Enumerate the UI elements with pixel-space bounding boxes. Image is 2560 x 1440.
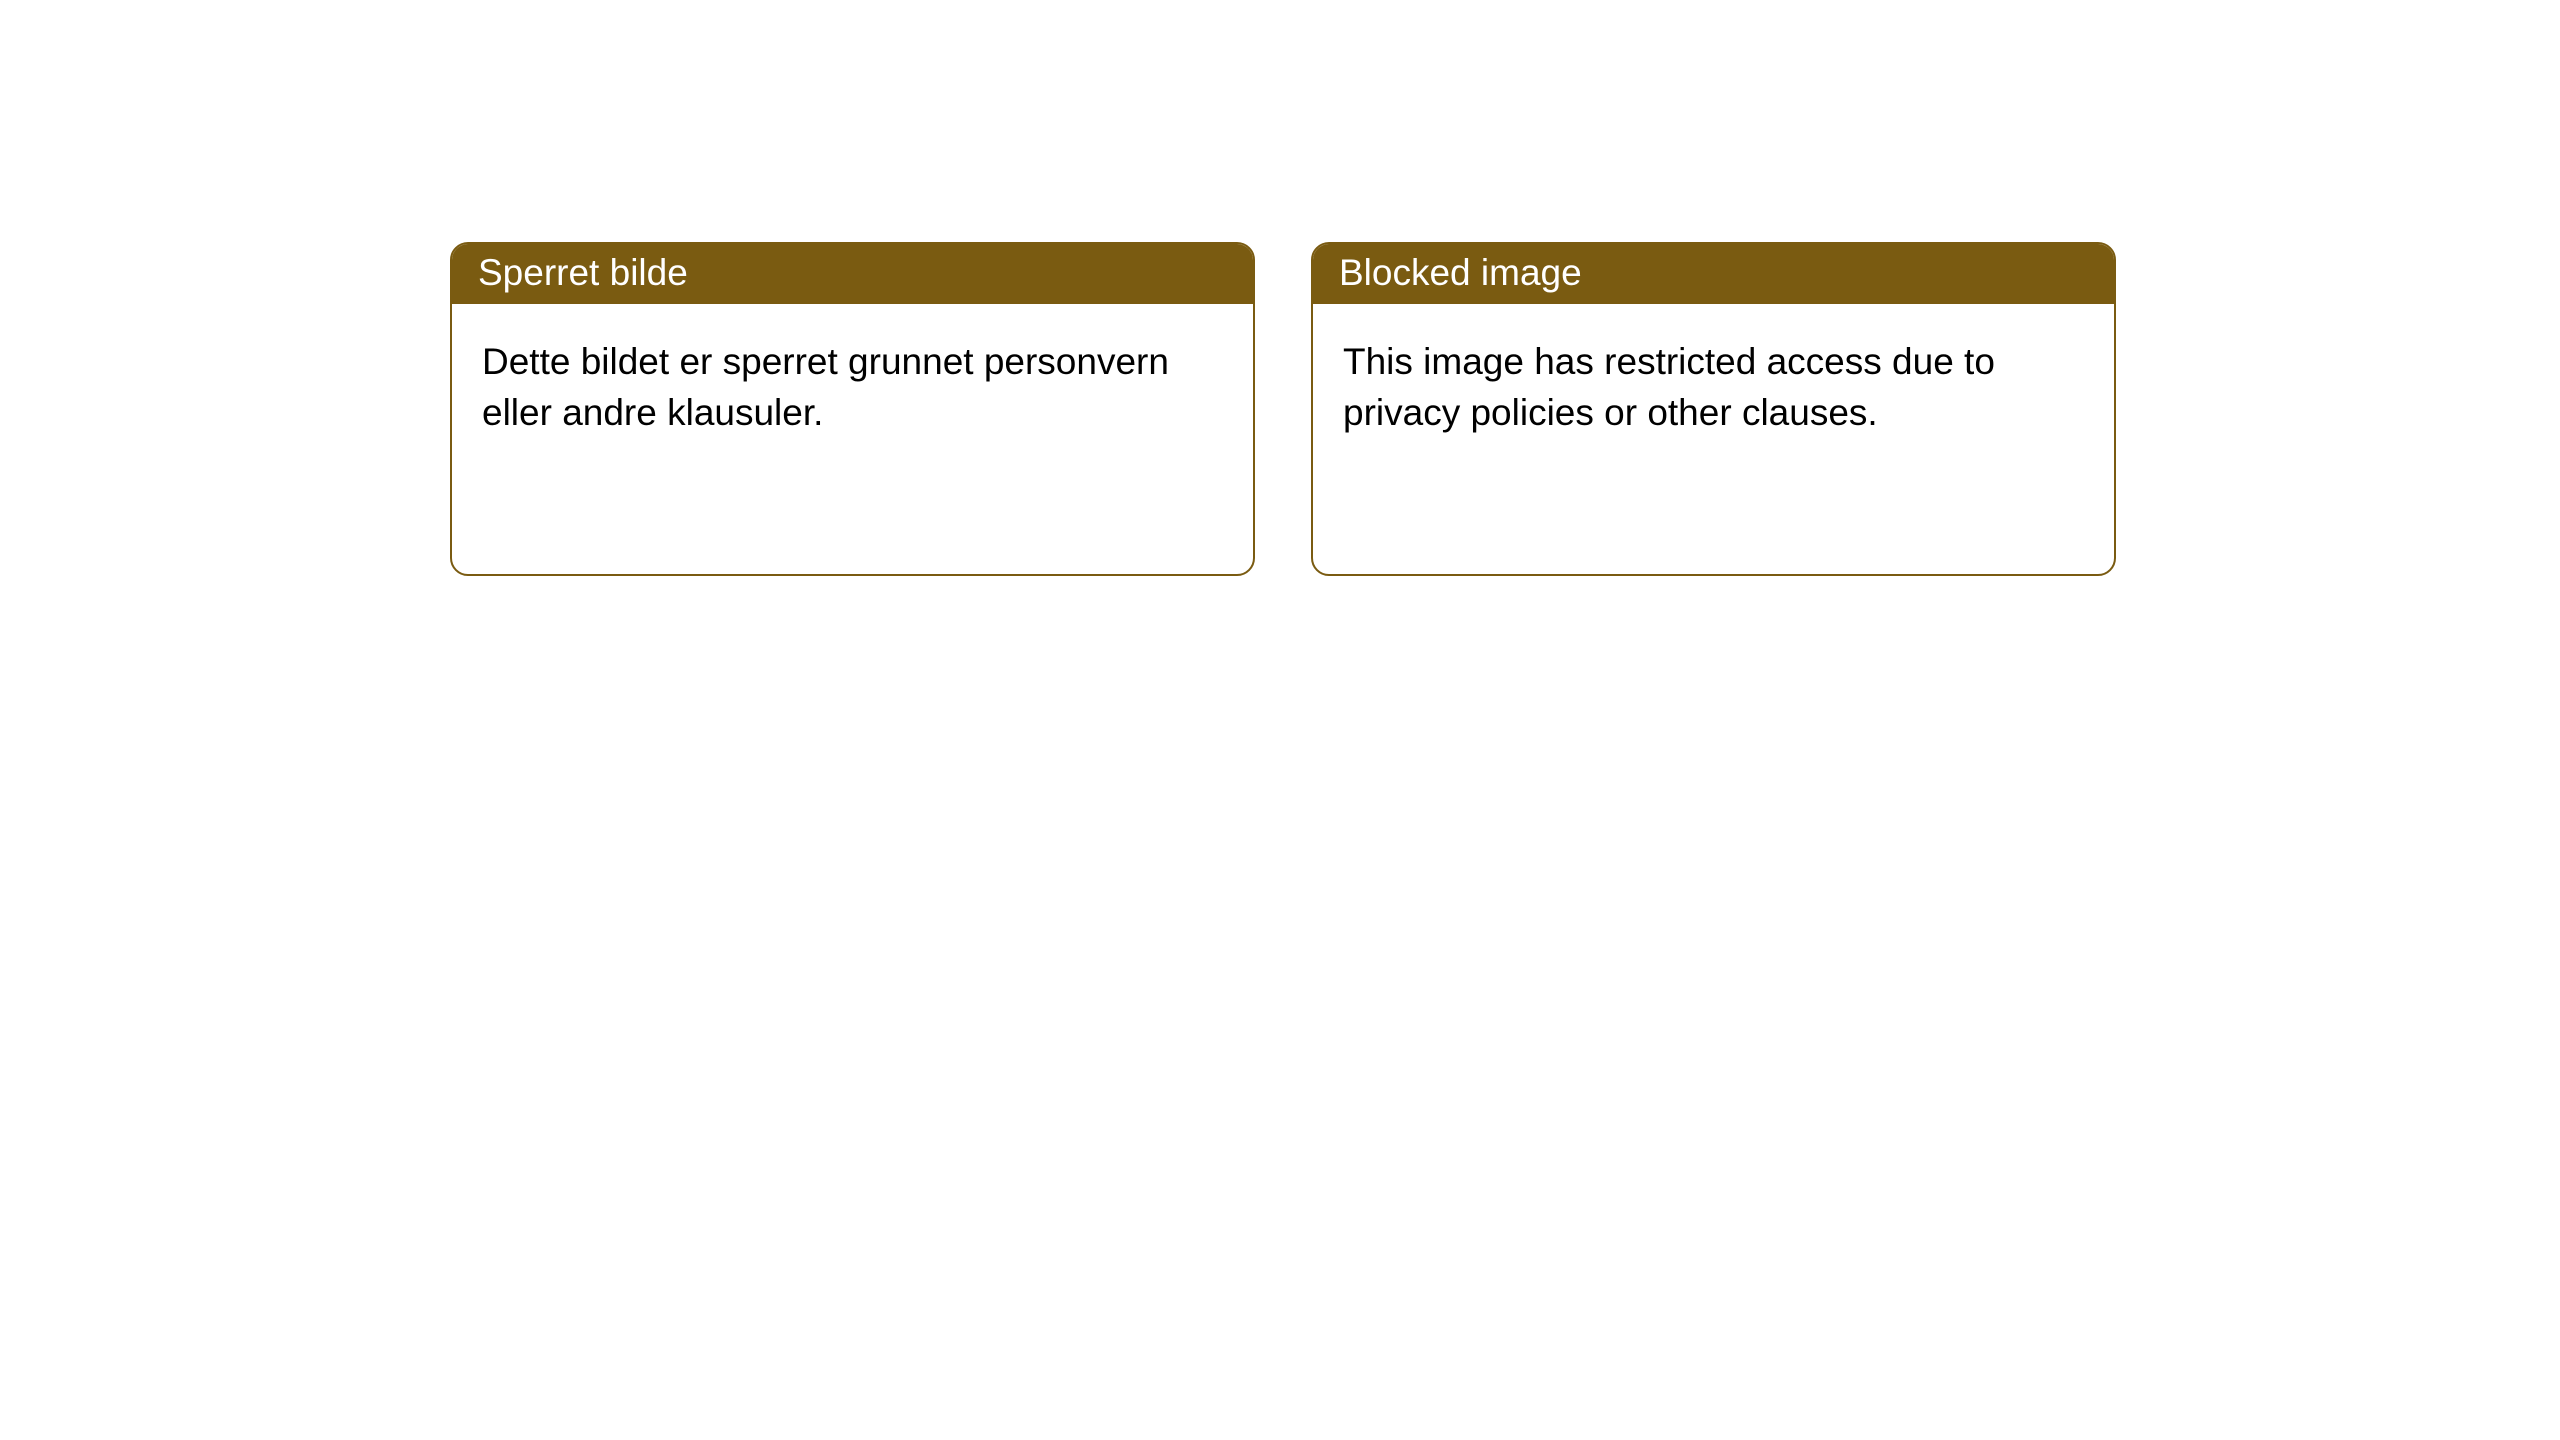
card-body-english: This image has restricted access due to … — [1313, 304, 2114, 470]
card-header-english: Blocked image — [1313, 244, 2114, 304]
blocked-image-card-english: Blocked image This image has restricted … — [1311, 242, 2116, 576]
notice-cards-container: Sperret bilde Dette bildet er sperret gr… — [0, 0, 2560, 576]
card-body-norwegian: Dette bildet er sperret grunnet personve… — [452, 304, 1253, 470]
blocked-image-card-norwegian: Sperret bilde Dette bildet er sperret gr… — [450, 242, 1255, 576]
card-header-norwegian: Sperret bilde — [452, 244, 1253, 304]
